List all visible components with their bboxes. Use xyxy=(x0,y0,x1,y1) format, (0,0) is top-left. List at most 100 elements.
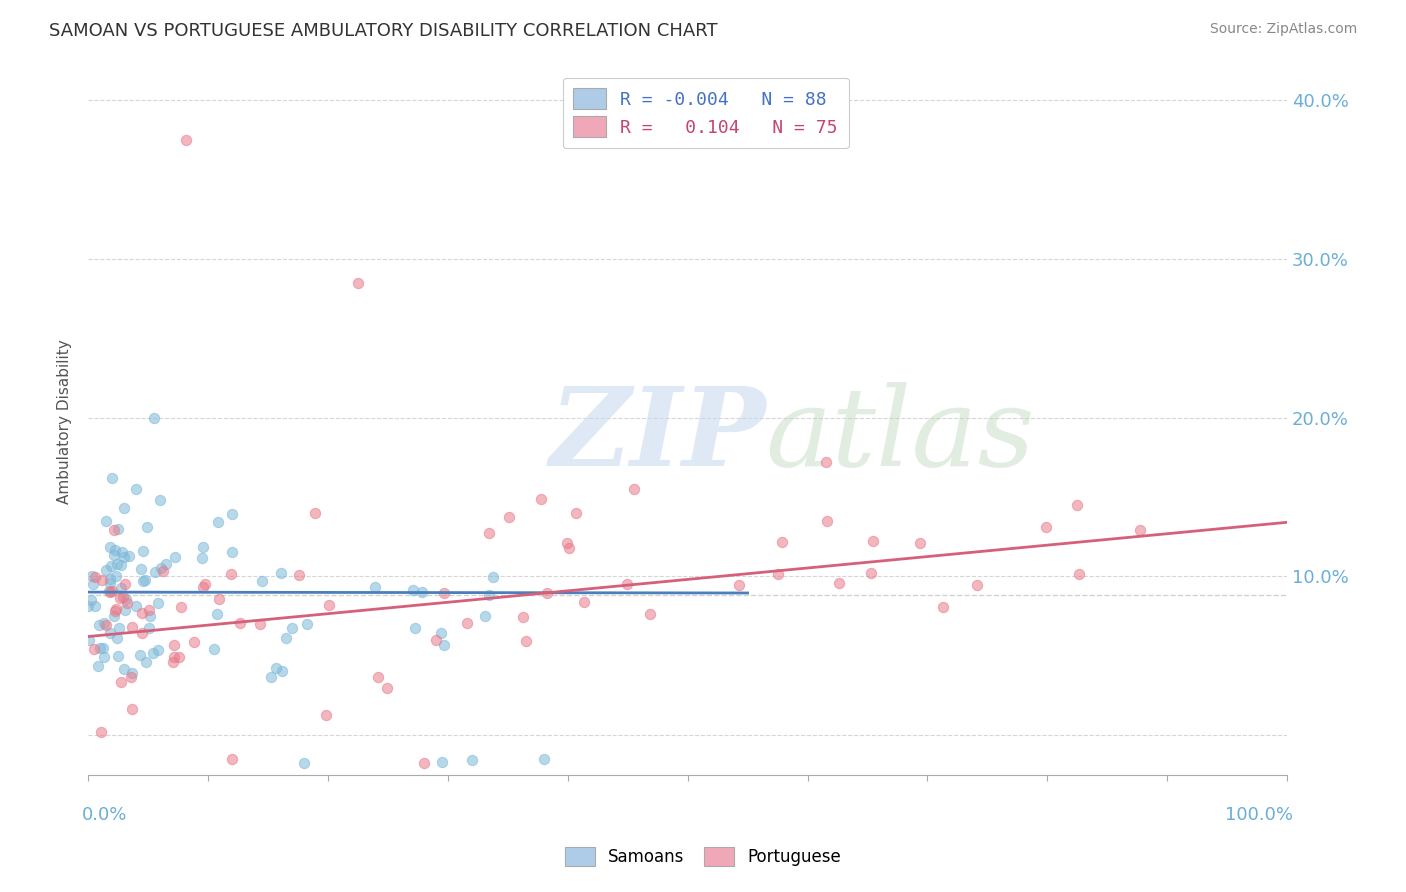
Point xyxy=(474,609,496,624)
Point xyxy=(728,578,751,592)
Point xyxy=(134,573,156,587)
Point xyxy=(966,578,988,592)
Point xyxy=(83,570,105,584)
Point xyxy=(107,522,129,536)
Point xyxy=(297,616,319,631)
Point xyxy=(433,638,456,652)
Point xyxy=(100,541,122,555)
Point xyxy=(93,615,115,630)
Point xyxy=(425,633,447,648)
Legend: Samoans, Portuguese: Samoans, Portuguese xyxy=(558,840,848,873)
Point xyxy=(93,650,115,665)
Point xyxy=(80,568,103,582)
Point xyxy=(219,567,242,582)
Point xyxy=(616,577,638,591)
Point xyxy=(194,577,217,591)
Point xyxy=(152,564,174,578)
Point xyxy=(103,609,125,624)
Point xyxy=(118,549,141,564)
Point xyxy=(104,569,127,583)
Point xyxy=(89,618,111,632)
Point xyxy=(482,570,505,584)
Text: 0.0%: 0.0% xyxy=(82,806,128,824)
Point xyxy=(315,708,337,723)
Point xyxy=(82,577,104,591)
Point xyxy=(766,566,789,581)
Point xyxy=(121,620,143,634)
Point xyxy=(202,641,225,656)
Point xyxy=(430,625,453,640)
Point xyxy=(249,616,271,631)
Point xyxy=(125,599,148,614)
Point xyxy=(142,646,165,660)
Point xyxy=(555,536,578,550)
Point xyxy=(770,535,793,549)
Point xyxy=(108,621,131,635)
Point xyxy=(288,567,311,582)
Point xyxy=(138,621,160,635)
Point xyxy=(114,602,136,616)
Point xyxy=(107,649,129,664)
Point xyxy=(430,755,453,769)
Point xyxy=(264,661,287,675)
Point xyxy=(456,615,478,630)
Point xyxy=(120,670,142,684)
Point xyxy=(193,580,215,594)
Point xyxy=(104,543,127,558)
Point xyxy=(208,591,231,606)
Point xyxy=(1035,520,1057,534)
Point xyxy=(402,582,425,597)
Legend: R = -0.004   N = 88, R =   0.104   N = 75: R = -0.004 N = 88, R = 0.104 N = 75 xyxy=(562,78,849,148)
Point xyxy=(221,545,243,559)
Point xyxy=(111,591,134,605)
Point xyxy=(112,662,135,676)
Point xyxy=(163,650,186,665)
Point xyxy=(815,455,838,469)
Point xyxy=(155,558,177,572)
Point xyxy=(165,550,187,565)
Point xyxy=(89,640,111,655)
Point xyxy=(101,583,124,598)
Point xyxy=(271,665,294,679)
Point xyxy=(404,621,426,635)
Point xyxy=(162,638,184,652)
Text: 100.0%: 100.0% xyxy=(1225,806,1294,824)
Point xyxy=(131,625,153,640)
Point xyxy=(115,596,138,610)
Point xyxy=(364,580,387,594)
Point xyxy=(110,581,132,595)
Point xyxy=(98,583,121,598)
Point xyxy=(533,752,555,766)
Point xyxy=(131,606,153,620)
Point xyxy=(146,596,169,610)
Point xyxy=(110,545,132,559)
Point xyxy=(96,618,118,632)
Point xyxy=(110,558,132,573)
Point xyxy=(162,656,184,670)
Point xyxy=(100,625,122,640)
Point xyxy=(98,585,121,599)
Point xyxy=(104,604,127,618)
Point xyxy=(191,551,214,566)
Point xyxy=(411,585,433,599)
Point xyxy=(176,133,198,147)
Point xyxy=(100,559,122,574)
Point xyxy=(347,276,370,290)
Point xyxy=(110,674,132,689)
Point xyxy=(536,586,558,600)
Point xyxy=(105,631,128,645)
Point xyxy=(132,544,155,558)
Point xyxy=(221,507,243,521)
Point xyxy=(84,599,107,614)
Point xyxy=(292,756,315,771)
Point xyxy=(90,725,112,739)
Point xyxy=(121,665,143,680)
Point xyxy=(205,607,228,622)
Point xyxy=(367,670,389,684)
Point xyxy=(149,493,172,508)
Text: SAMOAN VS PORTUGUESE AMBULATORY DISABILITY CORRELATION CHART: SAMOAN VS PORTUGUESE AMBULATORY DISABILI… xyxy=(49,22,718,40)
Point xyxy=(270,566,292,581)
Point xyxy=(149,560,172,574)
Point xyxy=(105,601,128,615)
Point xyxy=(558,541,581,556)
